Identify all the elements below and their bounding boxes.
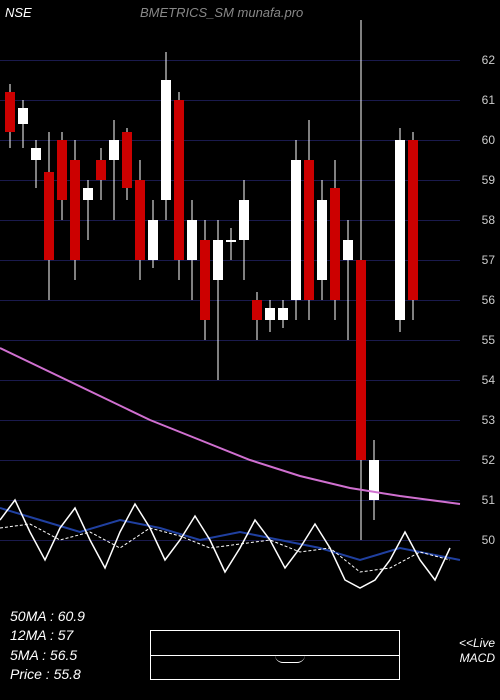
ma50-stat: 50MA : 60.9	[10, 607, 85, 627]
price-stat: Price : 55.8	[10, 665, 85, 685]
ma5-stat: 5MA : 56.5	[10, 646, 85, 666]
oscillator-line	[0, 500, 450, 588]
stats-panel: 50MA : 60.9 12MA : 57 5MA : 56.5 Price :…	[10, 607, 85, 685]
macd-panel	[150, 630, 400, 680]
oscillator-signal-line	[0, 524, 450, 572]
live-label: <<Live	[459, 636, 495, 650]
macd-dip	[275, 655, 305, 663]
stock-chart: NSE BMETRICS_SM munafa.pro 5051525354555…	[0, 0, 500, 700]
macd-label: MACD	[460, 651, 495, 665]
ma12-stat: 12MA : 57	[10, 626, 85, 646]
